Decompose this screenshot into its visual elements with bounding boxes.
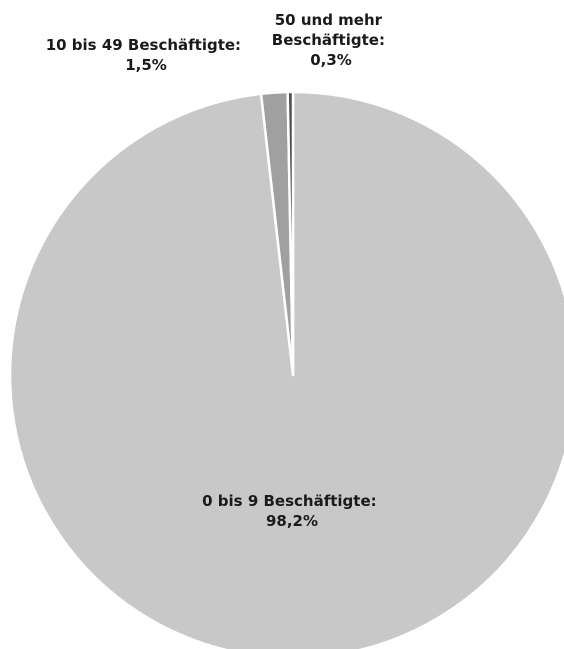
- data-label-50-plus: 50 und mehr Beschäftigte: 0,3%: [272, 11, 390, 69]
- data-label-10-49: 10 bis 49 Beschäftigte: 1,5%: [46, 36, 247, 74]
- data-labels: 0 bis 9 Beschäftigte: 98,2% 10 bis 49 Be…: [46, 11, 390, 530]
- pie-slices: [8, 90, 564, 649]
- data-label-0-9: 0 bis 9 Beschäftigte: 98,2%: [202, 492, 382, 530]
- pie-slice-50-plus: [286, 90, 295, 377]
- pie-slice-0-9: [8, 90, 564, 649]
